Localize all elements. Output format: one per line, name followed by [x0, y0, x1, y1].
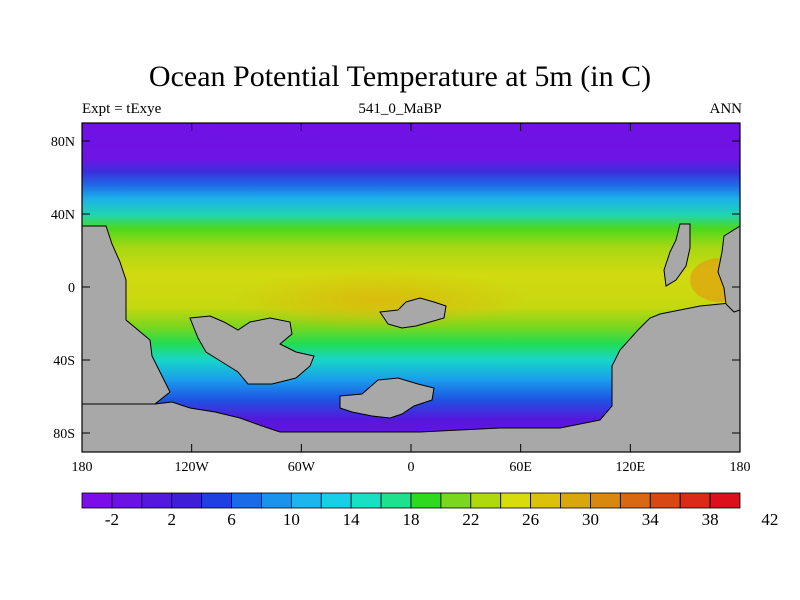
- longitude-axis: 180 120W 60W 0 60E 120E 180: [72, 123, 751, 475]
- lon-tick-label: 180: [730, 460, 751, 475]
- colorbar-box: [320, 492, 352, 509]
- latitude-axis: 80N 40N 0 40S 80S: [51, 135, 740, 442]
- landmasses: [82, 223, 740, 452]
- colorbar-box: [530, 492, 561, 509]
- lon-tick-label: 180: [72, 460, 93, 475]
- land-south: [82, 301, 740, 452]
- colorbar-box: [81, 492, 113, 509]
- colorbar: -2 2 6 10 14 18 22 26 30 34 38 42: [81, 492, 778, 529]
- colorbar-box: [619, 492, 651, 509]
- lat-tick-label: 80S: [53, 427, 75, 442]
- continent-central-island: [379, 297, 447, 329]
- colorbar-box: [679, 492, 711, 509]
- colorbar-box: [649, 492, 681, 509]
- lon-tick-label: 120W: [175, 460, 210, 475]
- colorbar-box: [500, 492, 532, 509]
- lon-tick-label: 0: [408, 460, 415, 475]
- colorbar-level-label: 26: [522, 510, 539, 529]
- colorbar-level-label: 10: [283, 510, 300, 529]
- experiment-label: Expt = tExye: [82, 101, 162, 117]
- continent-east-ridge: [663, 223, 691, 287]
- colorbar-box: [231, 492, 262, 509]
- lat-tick-label: 40S: [53, 354, 75, 369]
- colorbar-box: [440, 492, 472, 509]
- time-label: 541_0_MaBP: [358, 101, 442, 117]
- colorbar-level-label: 30: [582, 510, 599, 529]
- colorbar-level-label: -2: [105, 510, 119, 529]
- colorbar-box: [410, 492, 442, 509]
- colorbar-box: [560, 492, 591, 509]
- lat-tick-label: 40N: [51, 208, 75, 223]
- colorbar-level-label: 22: [462, 510, 479, 529]
- colorbar-level-label: 38: [702, 510, 719, 529]
- colorbar-level-label: 34: [642, 510, 660, 529]
- colorbar-level-label: 6: [227, 510, 236, 529]
- colorbar-box: [380, 492, 412, 509]
- colorbar-box: [470, 492, 502, 509]
- map-area: [82, 123, 740, 452]
- land-west: [82, 225, 171, 405]
- lon-tick-label: 60W: [288, 460, 316, 475]
- warm-pool-patch: [230, 270, 530, 330]
- colorbar-box: [171, 492, 203, 509]
- colorbar-level-label: 14: [343, 510, 361, 529]
- colorbar-level-label: 42: [761, 510, 778, 529]
- lat-tick-label: 0: [68, 281, 75, 296]
- colorbar-box: [590, 492, 621, 509]
- colorbar-box: [201, 492, 232, 509]
- lon-tick-label: 120E: [616, 460, 646, 475]
- map-title: Ocean Potential Temperature at 5m (in C): [148, 60, 652, 93]
- season-label: ANN: [709, 101, 743, 117]
- continent-southern-island: [339, 377, 435, 419]
- colorbar-box: [111, 492, 143, 509]
- continent-central-south: [189, 315, 315, 385]
- lat-tick-label: 80N: [51, 135, 75, 150]
- colorbar-level-label: 18: [403, 510, 420, 529]
- colorbar-box: [261, 492, 292, 509]
- colorbar-box: [709, 492, 741, 509]
- lon-tick-label: 60E: [509, 460, 532, 475]
- colorbar-box: [290, 492, 322, 509]
- land-east: [717, 225, 740, 313]
- colorbar-level-label: 2: [167, 510, 176, 529]
- colorbar-box: [141, 492, 173, 509]
- colorbar-box: [350, 492, 382, 509]
